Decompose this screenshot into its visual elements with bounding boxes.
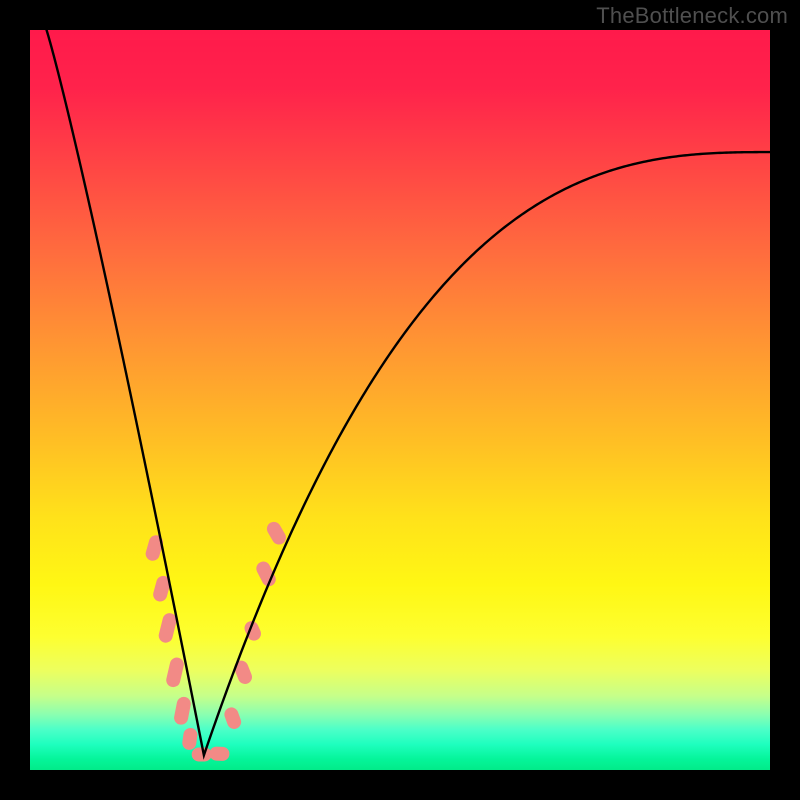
plot-svg (30, 30, 770, 770)
marker-capsule (209, 746, 229, 761)
plot-area (30, 30, 770, 770)
watermark-text: TheBottleneck.com (596, 3, 788, 29)
outer-frame: TheBottleneck.com (0, 0, 800, 800)
gradient-background (30, 30, 770, 770)
